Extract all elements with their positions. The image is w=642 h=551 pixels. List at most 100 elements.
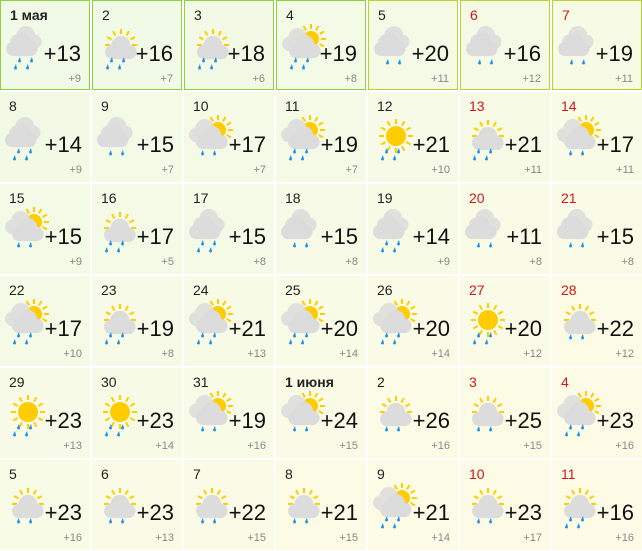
partly-cloudy-rain-icon <box>464 482 512 530</box>
day-temperature: +14 <box>412 224 450 249</box>
sunny-icon <box>4 390 52 438</box>
day-temperature: +24 <box>320 408 358 433</box>
day-cell[interactable]: 7 +22 +15 <box>184 460 274 550</box>
day-temperature: +15 <box>136 132 174 157</box>
day-cell[interactable]: 24 +21 +13 <box>184 276 274 366</box>
day-cell[interactable]: 15 +15 +9 <box>0 184 90 274</box>
day-number: 10 <box>193 98 209 114</box>
day-temperature: +21 <box>412 500 450 525</box>
day-cell[interactable]: 21 +15 +8 <box>552 184 642 274</box>
night-temperature: +16 <box>431 440 450 452</box>
night-temperature: +7 <box>161 164 174 176</box>
night-temperature: +13 <box>247 348 266 360</box>
day-temperature: +22 <box>596 316 634 341</box>
day-cell[interactable]: 22 +17 +10 <box>0 276 90 366</box>
day-number: 6 <box>470 7 478 23</box>
partly-cloudy-rain-icon <box>280 482 328 530</box>
night-temperature: +8 <box>344 73 357 85</box>
day-cell[interactable]: 27 +20 +12 <box>460 276 550 366</box>
day-cell[interactable]: 2 +16 +7 <box>92 0 182 90</box>
partly-cloudy-rain-icon <box>188 482 236 530</box>
night-temperature: +7 <box>160 73 173 85</box>
night-temperature: +8 <box>253 256 266 268</box>
day-cell[interactable]: 5 +23 +16 <box>0 460 90 550</box>
day-number: 20 <box>469 190 485 206</box>
day-number: 30 <box>101 374 117 390</box>
day-number: 15 <box>9 190 25 206</box>
day-cell[interactable]: 26 +20 +14 <box>368 276 458 366</box>
day-cell[interactable]: 6 +16 +12 <box>460 0 550 90</box>
day-number: 11 <box>561 466 576 482</box>
day-cell[interactable]: 14 +17 +11 <box>552 92 642 182</box>
day-cell[interactable]: 17 +15 +8 <box>184 184 274 274</box>
day-number: 22 <box>9 282 25 298</box>
day-temperature: +17 <box>596 132 634 157</box>
day-cell[interactable]: 1 мая +13 +9 <box>0 0 90 90</box>
sun-clouds-icon <box>280 114 328 162</box>
day-cell[interactable]: 12 +21 +10 <box>368 92 458 182</box>
day-temperature: +21 <box>228 316 266 341</box>
day-cell[interactable]: 6 +23 +13 <box>92 460 182 550</box>
day-cell[interactable]: 10 +23 +17 <box>460 460 550 550</box>
day-cell[interactable]: 3 +18 +6 <box>184 0 274 90</box>
partly-cloudy-icon <box>556 482 604 530</box>
day-cell[interactable]: 5 +20 +11 <box>368 0 458 90</box>
day-number: 27 <box>469 282 485 298</box>
day-number: 18 <box>285 190 301 206</box>
day-cell[interactable]: 9 +15 +7 <box>92 92 182 182</box>
sun-clouds-rain-icon <box>556 114 604 162</box>
night-temperature: +15 <box>523 440 542 452</box>
night-temperature: +11 <box>431 73 449 85</box>
day-cell[interactable]: 28 +22 +12 <box>552 276 642 366</box>
night-temperature: +16 <box>247 440 266 452</box>
day-cell[interactable]: 10 +17 +7 <box>184 92 274 182</box>
day-temperature: +21 <box>504 132 542 157</box>
day-temperature: +25 <box>504 408 542 433</box>
day-number: 28 <box>561 282 577 298</box>
night-temperature: +8 <box>345 256 358 268</box>
day-cell[interactable]: 23 +19 +8 <box>92 276 182 366</box>
day-cell[interactable]: 16 +17 +5 <box>92 184 182 274</box>
day-cell[interactable]: 19 +14 +9 <box>368 184 458 274</box>
partly-cloudy-icon <box>96 298 144 346</box>
day-cell[interactable]: 25 +20 +14 <box>276 276 366 366</box>
day-cell[interactable]: 2 +26 +16 <box>368 368 458 458</box>
night-temperature: +16 <box>63 532 82 544</box>
day-temperature: +23 <box>504 500 542 525</box>
day-cell[interactable]: 8 +21 +15 <box>276 460 366 550</box>
day-temperature: +15 <box>596 224 634 249</box>
day-cell[interactable]: 3 +25 +15 <box>460 368 550 458</box>
day-temperature: +19 <box>136 316 174 341</box>
night-temperature: +10 <box>63 348 82 360</box>
day-temperature: +23 <box>596 408 634 433</box>
day-temperature: +21 <box>320 500 358 525</box>
night-temperature: +11 <box>615 73 633 85</box>
night-temperature: +11 <box>616 164 634 176</box>
sunny-icon <box>372 114 420 162</box>
day-temperature: +22 <box>228 500 266 525</box>
day-cell[interactable]: 29 +23 +13 <box>0 368 90 458</box>
day-cell[interactable]: 11 +16 +16 <box>552 460 642 550</box>
day-cell[interactable]: 30 +23 +14 <box>92 368 182 458</box>
day-number: 17 <box>193 190 209 206</box>
sunny-icon <box>96 390 144 438</box>
day-cell[interactable]: 9 +21 +14 <box>368 460 458 550</box>
day-cell[interactable]: 18 +15 +8 <box>276 184 366 274</box>
day-cell[interactable]: 13 +21 +11 <box>460 92 550 182</box>
day-cell[interactable]: 20 +11 +8 <box>460 184 550 274</box>
day-number: 1 июня <box>285 374 334 390</box>
day-cell[interactable]: 4 +19 +8 <box>276 0 366 90</box>
day-cell[interactable]: 31 +19 +16 <box>184 368 274 458</box>
day-number: 3 <box>194 7 202 23</box>
sun-clouds-rain-icon <box>188 114 236 162</box>
day-cell[interactable]: 1 июня +24 +15 <box>276 368 366 458</box>
day-number: 11 <box>285 98 300 114</box>
day-cell[interactable]: 4 +23 +16 <box>552 368 642 458</box>
day-number: 26 <box>377 282 393 298</box>
day-cell[interactable]: 8 +14 +9 <box>0 92 90 182</box>
day-temperature: +23 <box>136 500 174 525</box>
day-number: 4 <box>561 374 569 390</box>
day-cell[interactable]: 11 +19 +7 <box>276 92 366 182</box>
day-cell[interactable]: 7 +19 +11 <box>552 0 642 90</box>
sun-clouds-icon <box>188 298 236 346</box>
